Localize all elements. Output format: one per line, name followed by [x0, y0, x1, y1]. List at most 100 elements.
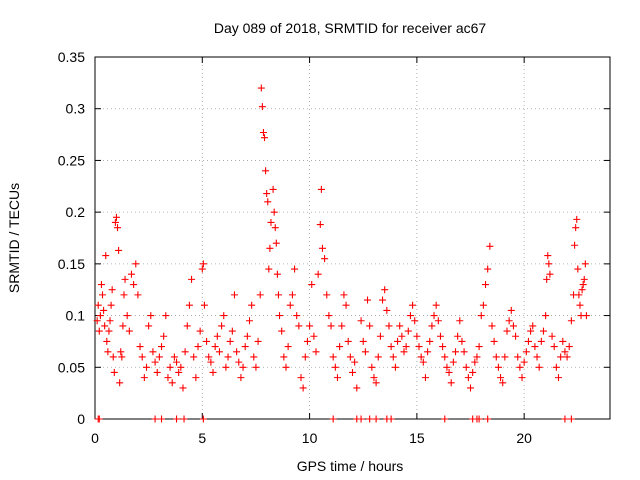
data-point — [123, 312, 131, 320]
data-point — [93, 317, 101, 325]
data-point — [258, 103, 266, 111]
data-point — [402, 343, 410, 351]
x-tick-label: 10 — [302, 430, 318, 446]
data-point — [574, 265, 582, 273]
data-point — [514, 353, 522, 361]
x-axis-label: GPS time / hours — [297, 458, 404, 474]
y-tick-label: 0.35 — [58, 49, 85, 65]
data-point — [563, 353, 571, 361]
data-point — [516, 363, 524, 371]
data-point — [207, 358, 215, 366]
x-tick-label: 20 — [516, 430, 532, 446]
data-point — [246, 317, 253, 325]
data-point — [269, 185, 277, 193]
data-point — [509, 322, 517, 330]
data-point — [537, 337, 545, 345]
data-point — [449, 358, 457, 366]
data-point — [198, 265, 206, 273]
data-point — [572, 224, 580, 232]
data-point — [333, 374, 341, 382]
data-point — [428, 322, 436, 330]
data-point — [376, 332, 384, 340]
data-point — [200, 301, 208, 309]
data-point — [102, 252, 110, 260]
data-point — [228, 327, 236, 335]
data-point — [539, 327, 547, 335]
data-point — [571, 241, 579, 249]
data-point — [175, 368, 183, 376]
data-point — [95, 415, 103, 423]
data-point — [160, 332, 168, 340]
data-point — [115, 246, 123, 254]
data-point — [205, 353, 213, 361]
y-tick-label: 0.2 — [66, 204, 86, 220]
data-point — [256, 291, 264, 299]
data-point — [546, 270, 554, 278]
data-point — [344, 337, 352, 345]
data-point — [467, 384, 475, 392]
plot-frame — [94, 56, 611, 420]
data-point — [580, 275, 588, 283]
data-point — [419, 358, 427, 366]
data-point — [263, 190, 271, 198]
data-point — [119, 322, 127, 330]
data-point — [130, 281, 138, 289]
data-point — [271, 224, 279, 232]
data-point — [286, 301, 294, 309]
data-point — [454, 332, 462, 340]
data-point — [162, 312, 170, 320]
data-point — [561, 348, 569, 356]
data-point — [94, 301, 102, 309]
data-point — [264, 198, 272, 206]
data-point — [314, 270, 322, 278]
data-point — [209, 368, 217, 376]
y-tick-label: 0 — [77, 411, 85, 427]
data-point — [170, 353, 178, 361]
data-point — [436, 332, 444, 340]
data-point — [477, 312, 485, 320]
data-point — [432, 301, 440, 309]
data-point — [288, 291, 296, 299]
data-point — [520, 358, 528, 366]
data-point — [257, 84, 265, 92]
data-point — [177, 363, 185, 371]
data-point — [168, 379, 176, 387]
data-point — [561, 415, 569, 423]
data-point — [164, 374, 172, 382]
data-point — [293, 312, 301, 320]
data-point — [101, 322, 109, 330]
data-point — [321, 255, 329, 263]
data-point — [512, 332, 520, 340]
data-point — [413, 332, 421, 340]
data-point — [303, 337, 311, 345]
data-point — [518, 374, 526, 382]
data-point — [342, 301, 350, 309]
data-point — [274, 291, 282, 299]
data-point — [273, 270, 281, 278]
grid — [95, 57, 610, 419]
data-point — [581, 260, 589, 268]
data-point — [213, 332, 221, 340]
data-point — [471, 358, 479, 366]
data-point — [114, 224, 122, 232]
data-point — [531, 343, 539, 351]
data-point — [112, 213, 120, 221]
data-point — [136, 343, 144, 351]
data-point — [110, 368, 118, 376]
data-point — [475, 343, 483, 351]
data-point — [327, 322, 335, 330]
data-point — [430, 312, 438, 320]
data-point — [578, 286, 586, 294]
data-point — [368, 363, 376, 371]
data-point — [374, 353, 382, 361]
data-point — [108, 286, 116, 294]
data-point — [107, 301, 115, 309]
data-point — [329, 353, 337, 361]
data-point — [125, 327, 133, 335]
data-point — [226, 337, 234, 345]
data-point — [441, 353, 449, 361]
data-point — [490, 337, 498, 345]
data-point — [529, 322, 537, 330]
data-point — [441, 415, 449, 423]
data-point — [415, 343, 423, 351]
